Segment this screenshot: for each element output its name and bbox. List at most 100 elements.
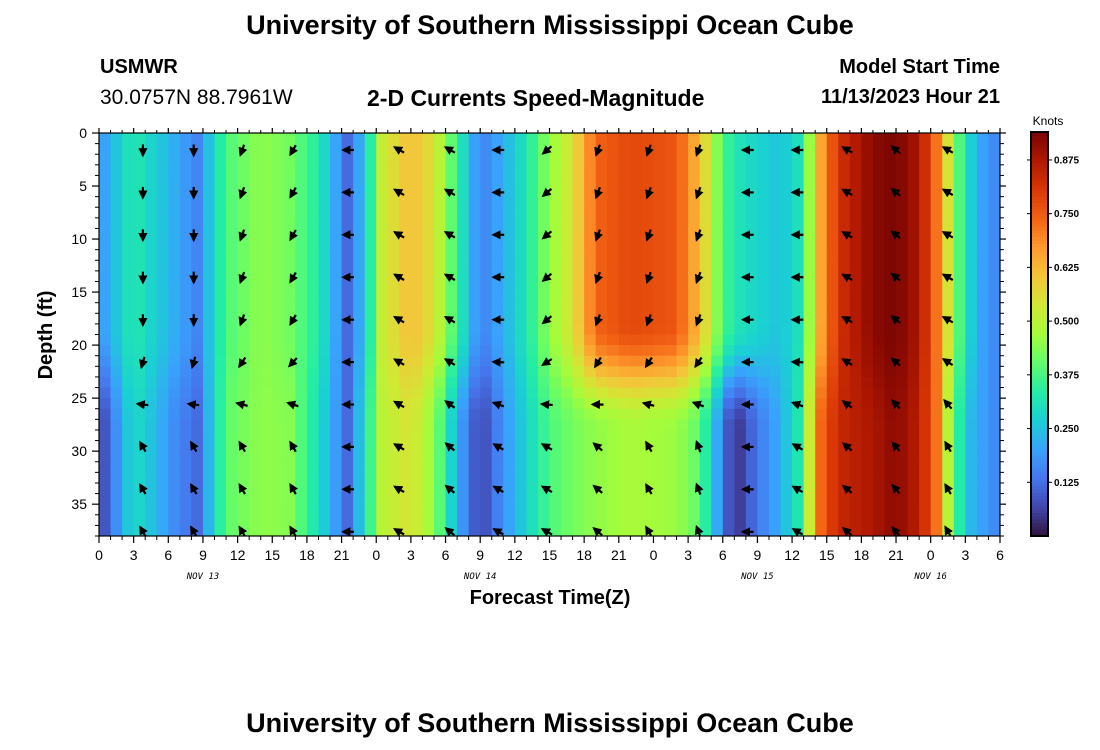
heat-cell <box>595 292 608 304</box>
heat-cell <box>757 398 770 410</box>
heat-cell <box>399 408 412 420</box>
heat-cell <box>145 504 158 516</box>
heat-cell <box>503 419 516 431</box>
current-vector-arrow <box>891 399 901 410</box>
heat-cell <box>249 525 262 536</box>
heat-cell <box>849 196 862 208</box>
heat-cell <box>503 196 516 208</box>
heat-cell <box>676 408 689 420</box>
heat-cell <box>803 164 816 177</box>
heat-cell <box>168 355 181 367</box>
heat-cell <box>711 387 724 399</box>
heat-cell <box>872 345 886 357</box>
heat-cell <box>364 143 377 155</box>
heat-cell <box>353 429 366 442</box>
heat-cell <box>445 376 458 389</box>
heat-cell <box>757 270 770 283</box>
heat-cell <box>422 366 435 378</box>
current-vector-arrow <box>289 144 299 157</box>
heat-cell <box>410 461 424 473</box>
heat-cell <box>838 249 851 261</box>
heat-cell <box>133 408 146 420</box>
heat-cell <box>815 376 828 389</box>
heat-cell <box>468 175 481 187</box>
heat-cell <box>607 133 620 145</box>
heat-cell <box>676 345 689 357</box>
heat-cell <box>110 313 123 325</box>
heat-cell <box>976 440 990 452</box>
heat-cell <box>768 366 782 378</box>
heat-cell <box>422 514 435 526</box>
heat-cell <box>433 217 447 230</box>
heat-cell <box>514 366 527 378</box>
heat-cell <box>872 260 886 272</box>
heat-cell <box>283 175 296 187</box>
colorbar-swatch <box>1031 519 1048 524</box>
heat-cell <box>607 239 620 251</box>
heat-cell <box>976 366 990 378</box>
heat-cell <box>757 472 770 484</box>
heat-cell <box>353 493 366 505</box>
heat-cell <box>711 217 724 230</box>
heat-cell <box>353 525 366 536</box>
heat-cell <box>572 207 585 219</box>
heat-cell <box>480 472 493 484</box>
heat-cell <box>145 366 158 378</box>
heat-cell <box>110 302 123 314</box>
heat-cell <box>260 334 273 346</box>
heat-cell <box>757 196 770 208</box>
heat-cell <box>561 143 574 155</box>
heat-cell <box>526 249 539 261</box>
heat-cell <box>965 302 978 314</box>
heat-cell <box>815 313 828 325</box>
heat-cell <box>653 398 666 410</box>
heat-cell <box>433 345 447 357</box>
current-vector-arrow <box>443 315 456 325</box>
heat-cell <box>630 345 643 357</box>
heat-cell <box>237 281 250 293</box>
heat-cell <box>202 196 216 208</box>
heat-cell <box>445 260 458 272</box>
heat-cell <box>272 186 285 198</box>
heat-cell <box>976 281 990 293</box>
x-tick-label: 15 <box>542 547 558 563</box>
heat-cell <box>249 376 262 389</box>
colorbar-swatch <box>1031 256 1048 261</box>
current-vector-arrow <box>443 273 456 283</box>
heat-cell <box>699 408 712 420</box>
heat-cell <box>99 249 112 261</box>
heat-cell <box>711 260 724 272</box>
heat-cell <box>283 387 296 399</box>
heat-cell <box>665 472 678 484</box>
heat-cell <box>445 514 458 526</box>
heat-cell <box>711 302 724 314</box>
heat-cell <box>537 408 551 420</box>
heat-cell <box>872 270 886 283</box>
heat-cell <box>549 398 562 410</box>
heat-cell <box>480 334 493 346</box>
heat-cell <box>318 175 331 187</box>
heat-cell <box>768 334 782 346</box>
heat-cell <box>745 249 759 261</box>
heat-cell <box>942 345 955 357</box>
heat-cell <box>283 334 296 346</box>
colorbar-swatch <box>1031 303 1048 308</box>
heat-cell <box>861 133 874 145</box>
heat-cell <box>711 228 724 240</box>
heat-cell <box>514 376 527 389</box>
heat-cell <box>953 429 966 442</box>
heat-cell <box>953 504 966 516</box>
heat-cell <box>156 504 169 516</box>
heat-cell <box>410 366 424 378</box>
heat-cell <box>896 164 909 177</box>
heat-cell <box>433 398 447 410</box>
heat-cell <box>457 472 470 484</box>
heat-cell <box>179 387 193 399</box>
heat-cell <box>237 260 250 272</box>
colorbar-swatch <box>1031 169 1048 173</box>
heat-cell <box>422 408 435 420</box>
heat-cell <box>491 345 504 357</box>
heat-cell <box>341 196 354 208</box>
heat-cell <box>422 482 435 495</box>
heat-cell <box>699 345 712 357</box>
